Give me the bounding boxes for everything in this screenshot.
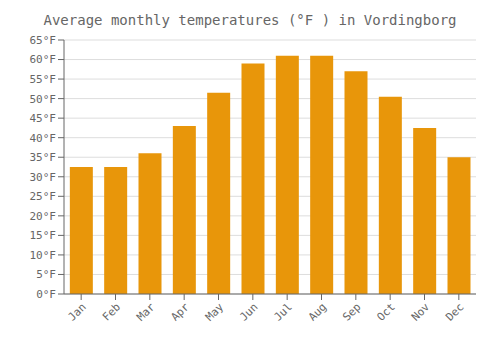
html-text:Average monthly temperatures (: Average monthly temperatures (°F ) in Vo…: [43, 12, 457, 28]
svg-text:Aug: Aug: [306, 300, 329, 323]
svg-text:50°F: 50°F: [30, 93, 57, 106]
svg-text:5°F: 5°F: [36, 268, 56, 281]
svg-text:Mar: Mar: [134, 300, 158, 324]
svg-text:Jul: Jul: [272, 300, 295, 323]
svg-text:Jun: Jun: [237, 300, 260, 323]
svg-text:Nov: Nov: [409, 300, 433, 324]
svg-text:Sep: Sep: [340, 300, 363, 323]
svg-text:Feb: Feb: [100, 300, 123, 323]
svg-text:10°F: 10°F: [30, 249, 57, 262]
svg-text:May: May: [203, 300, 227, 324]
svg-text:25°F: 25°F: [30, 190, 57, 203]
svg-text:Jan: Jan: [66, 300, 89, 323]
svg-text:65°F: 65°F: [30, 34, 57, 47]
svg-text:55°F: 55°F: [30, 73, 57, 86]
svg-text:40°F: 40°F: [30, 132, 57, 145]
svg-text:20°F: 20°F: [30, 210, 57, 223]
svg-text:Dec: Dec: [443, 300, 466, 323]
svg-text:45°F: 45°F: [30, 112, 57, 125]
svg-text:0°F: 0°F: [36, 288, 56, 301]
svg-text:60°F: 60°F: [30, 53, 57, 66]
svg-text:Apr: Apr: [169, 300, 193, 324]
svg-text:15°F: 15°F: [30, 229, 57, 242]
svg-text:35°F: 35°F: [30, 151, 57, 164]
svg-text:Oct: Oct: [375, 300, 398, 323]
svg-text:30°F: 30°F: [30, 171, 57, 184]
